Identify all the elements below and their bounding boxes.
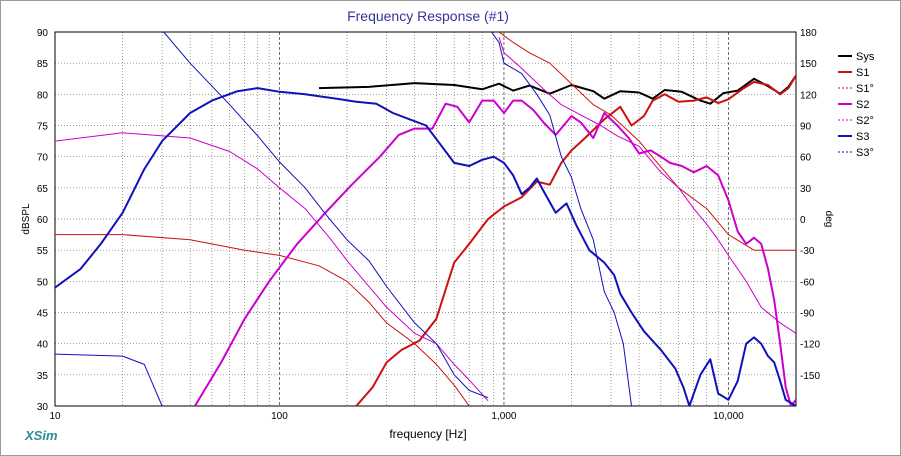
series-s3-phase <box>55 32 632 406</box>
legend-label: S1 <box>856 67 869 79</box>
y-axis-label: dBSPL <box>21 203 32 235</box>
y2-tick-label: 30 <box>800 184 812 195</box>
x-tick-label: 10,000 <box>713 411 744 422</box>
y2-tick-label: 180 <box>800 28 817 39</box>
series-s2-phase <box>55 37 796 402</box>
legend-label: S2° <box>856 115 874 127</box>
legend-label: S3 <box>856 131 869 143</box>
x-tick-label: 100 <box>271 411 288 422</box>
brand-logo: XSim <box>25 428 58 443</box>
y-tick-label: 45 <box>37 309 49 320</box>
series-s2 <box>194 99 796 406</box>
y-tick-label: 65 <box>37 184 49 195</box>
y2-tick-label: -90 <box>800 309 815 320</box>
series-s1-phase <box>55 32 796 406</box>
y2-tick-label: 150 <box>800 59 817 70</box>
x-tick-label: 1,000 <box>491 411 516 422</box>
y2-tick-label: 60 <box>800 153 812 164</box>
x-tick-label: 10 <box>49 411 61 422</box>
x-axis-label: frequency [Hz] <box>389 427 467 441</box>
y2-tick-label: -150 <box>800 371 820 382</box>
y-tick-label: 85 <box>37 59 49 70</box>
y-tick-label: 70 <box>37 153 49 164</box>
x-axis-ticks: 10 100 1,000 10,000 <box>49 411 744 422</box>
y2-axis-ticks: -150 -120 -90 -60 -30 0 30 60 90 120 150 180 <box>800 28 820 382</box>
legend: Sys S1 S1° S2 S2° S3 S3° <box>838 51 875 159</box>
legend-label: S2 <box>856 99 869 111</box>
y-tick-label: 60 <box>37 215 49 226</box>
y2-tick-label: 0 <box>800 215 806 226</box>
chart-title: Frequency Response (#1) <box>347 8 509 24</box>
y2-tick-label: -60 <box>800 277 815 288</box>
y2-tick-label: 120 <box>800 90 817 101</box>
legend-label: Sys <box>856 51 875 63</box>
y-tick-label: 30 <box>37 402 49 413</box>
grid <box>55 32 796 406</box>
y-axis-ticks: 30 35 40 45 50 55 60 65 70 75 80 85 90 <box>37 28 49 413</box>
y-tick-label: 35 <box>37 371 49 382</box>
y-tick-label: 40 <box>37 340 49 351</box>
y2-tick-label: 90 <box>800 122 812 133</box>
series-s3 <box>55 87 796 406</box>
y-tick-label: 50 <box>37 277 49 288</box>
y2-tick-label: -120 <box>800 340 820 351</box>
legend-label: S1° <box>856 83 874 95</box>
y-tick-label: 90 <box>37 28 49 39</box>
y2-tick-label: -30 <box>800 246 815 257</box>
y2-axis-label: deg <box>823 211 834 228</box>
y-tick-label: 55 <box>37 246 49 257</box>
legend-label: S3° <box>856 147 874 159</box>
plot-area-border <box>54 31 797 407</box>
y-tick-label: 75 <box>37 122 49 133</box>
y-tick-label: 80 <box>37 90 49 101</box>
series-s1 <box>355 75 796 406</box>
series-sys <box>318 75 796 105</box>
series-lines <box>55 32 796 406</box>
